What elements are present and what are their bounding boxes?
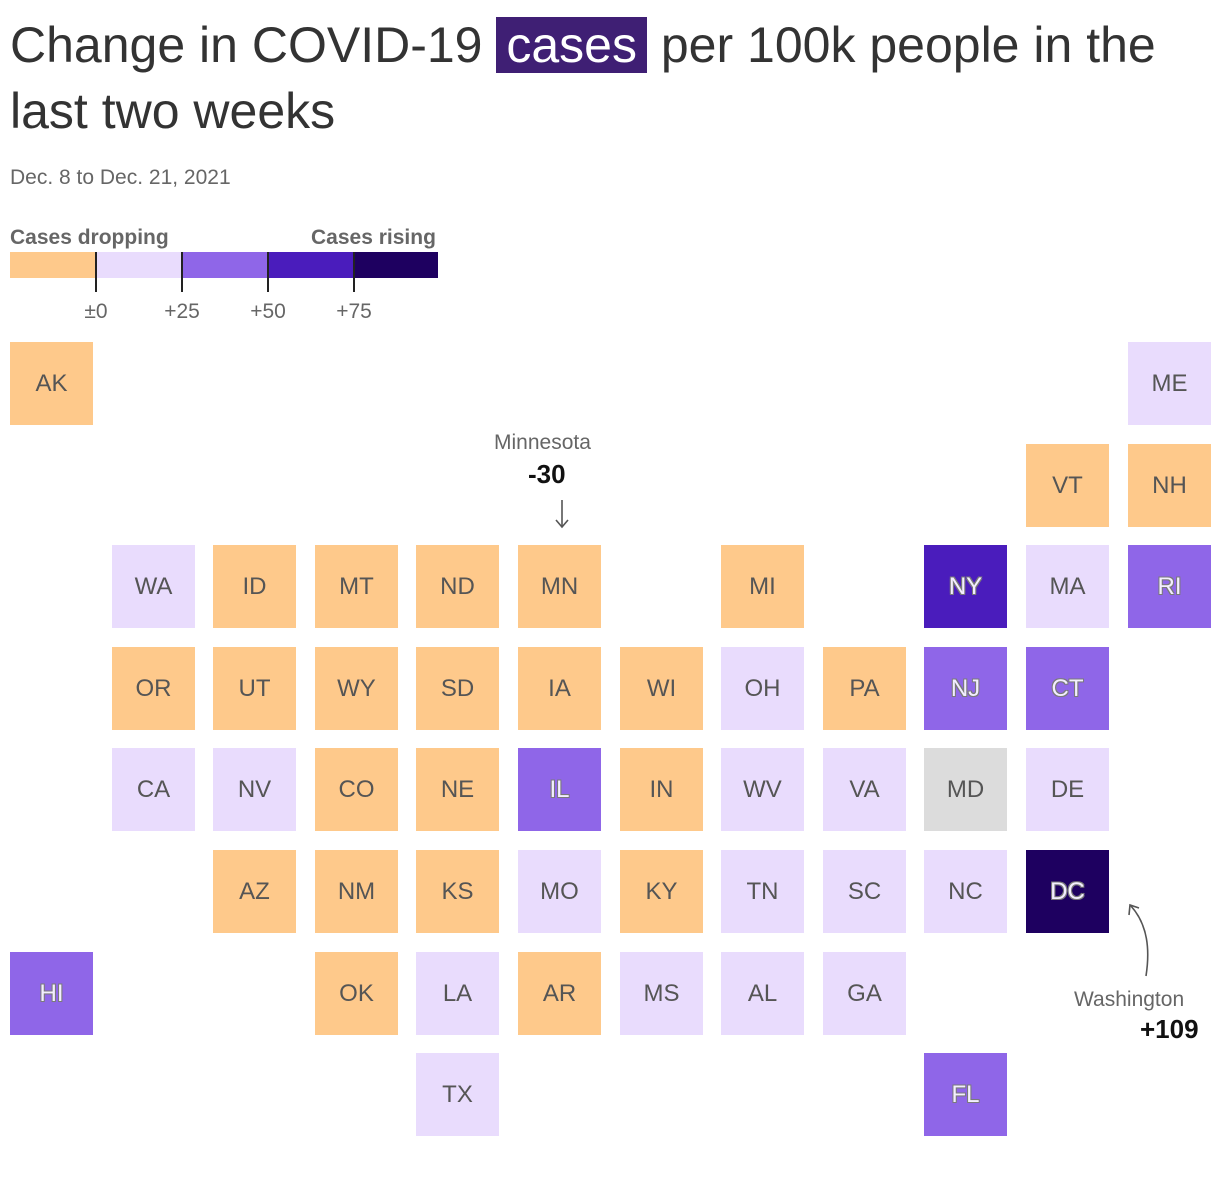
state-tile-id: ID: [213, 545, 296, 628]
legend-tick-mark: [353, 252, 355, 292]
state-tile-md: MD: [924, 748, 1007, 831]
state-tile-al: AL: [721, 952, 804, 1035]
legend-swatch: [182, 252, 268, 278]
state-tile-wy: WY: [315, 647, 398, 730]
state-tile-nm: NM: [315, 850, 398, 933]
legend-tick-mark: [181, 252, 183, 292]
state-tile-nd: ND: [416, 545, 499, 628]
legend-tick-label: +25: [164, 300, 200, 323]
annotation-minnesota-name: Minnesota: [494, 431, 591, 454]
annotation-washington-value: +109: [1140, 1014, 1199, 1044]
state-tile-ne: NE: [416, 748, 499, 831]
state-tile-sc: SC: [823, 850, 906, 933]
state-tile-ms: MS: [620, 952, 703, 1035]
title-highlight: cases: [496, 17, 647, 73]
state-tile-mo: MO: [518, 850, 601, 933]
legend-right-label: Cases rising: [311, 226, 436, 249]
state-tile-ks: KS: [416, 850, 499, 933]
state-tile-ut: UT: [213, 647, 296, 730]
legend-left-label: Cases dropping: [10, 226, 169, 249]
state-tile-co: CO: [315, 748, 398, 831]
state-tile-hi: HI: [10, 952, 93, 1035]
state-tile-in: IN: [620, 748, 703, 831]
state-tile-sd: SD: [416, 647, 499, 730]
legend-tick-mark: [95, 252, 97, 292]
state-tile-va: VA: [823, 748, 906, 831]
state-tile-mn: MN: [518, 545, 601, 628]
state-tile-fl: FL: [924, 1053, 1007, 1136]
state-tile-pa: PA: [823, 647, 906, 730]
state-tile-ct: CT: [1026, 647, 1109, 730]
chart-title: Change in COVID-19 cases per 100k people…: [10, 12, 1210, 144]
state-tile-ia: IA: [518, 647, 601, 730]
state-tile-az: AZ: [213, 850, 296, 933]
legend-swatch: [268, 252, 354, 278]
annotation-minnesota-value: -30: [528, 459, 566, 489]
washington-arrow: [1128, 903, 1149, 977]
state-tile-nj: NJ: [924, 647, 1007, 730]
state-tile-ri: RI: [1128, 545, 1211, 628]
date-range: Dec. 8 to Dec. 21, 2021: [10, 166, 231, 189]
legend-tick-mark: [267, 252, 269, 292]
state-tile-ca: CA: [112, 748, 195, 831]
state-tile-tn: TN: [721, 850, 804, 933]
state-tile-mi: MI: [721, 545, 804, 628]
state-tile-nc: NC: [924, 850, 1007, 933]
legend-tick-label: ±0: [84, 300, 108, 323]
state-tile-de: DE: [1026, 748, 1109, 831]
state-tile-tx: TX: [416, 1053, 499, 1136]
legend-tick-label: +75: [336, 300, 372, 323]
title-suffix: per 100k people in the last two weeks: [10, 17, 1156, 139]
state-tile-la: LA: [416, 952, 499, 1035]
legend-tick-label: +50: [250, 300, 286, 323]
state-tile-vt: VT: [1026, 444, 1109, 527]
state-tile-il: IL: [518, 748, 601, 831]
state-tile-ga: GA: [823, 952, 906, 1035]
state-tile-mt: MT: [315, 545, 398, 628]
state-tile-me: ME: [1128, 342, 1211, 425]
title-prefix: Change in COVID-19: [10, 17, 497, 73]
state-tile-oh: OH: [721, 647, 804, 730]
state-tile-wi: WI: [620, 647, 703, 730]
legend-swatch: [96, 252, 182, 278]
state-tile-ma: MA: [1026, 545, 1109, 628]
state-tile-ny: NY: [924, 545, 1007, 628]
state-tile-dc: DC: [1026, 850, 1109, 933]
minnesota-arrow: [555, 500, 569, 529]
state-tile-or: OR: [112, 647, 195, 730]
state-tile-wv: WV: [721, 748, 804, 831]
state-tile-ak: AK: [10, 342, 93, 425]
state-tile-nv: NV: [213, 748, 296, 831]
legend-color-scale: [10, 252, 438, 278]
state-tile-ar: AR: [518, 952, 601, 1035]
legend-swatch: [354, 252, 438, 278]
legend-swatch: [10, 252, 96, 278]
state-tile-ok: OK: [315, 952, 398, 1035]
state-tile-wa: WA: [112, 545, 195, 628]
state-tile-nh: NH: [1128, 444, 1211, 527]
annotation-washington-name: Washington: [1074, 988, 1185, 1011]
state-tile-ky: KY: [620, 850, 703, 933]
